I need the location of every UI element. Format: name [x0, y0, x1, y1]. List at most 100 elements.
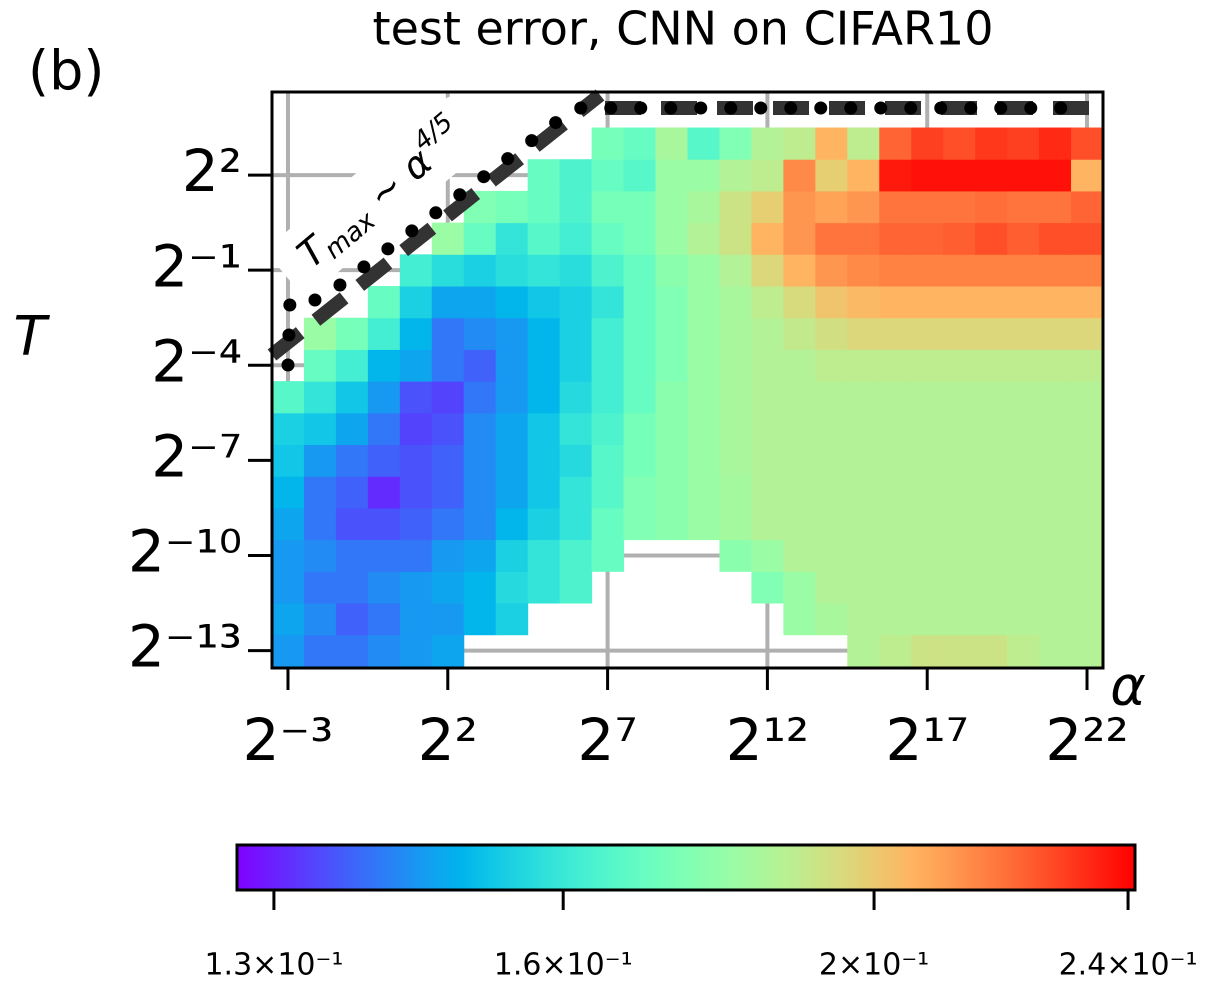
heatmap-cell [495, 317, 529, 350]
heatmap-cell [367, 571, 401, 604]
heatmap-cell [399, 476, 433, 509]
heatmap-cell [1007, 349, 1040, 382]
heatmap-cell [1071, 571, 1104, 604]
heatmap-cell [431, 634, 465, 667]
heatmap-cell [591, 286, 625, 319]
y-tick-label: 2⁻¹ [151, 232, 242, 300]
heatmap-cell [815, 127, 848, 160]
heatmap-cell [783, 476, 816, 509]
heatmap-cell [527, 159, 561, 192]
heatmap-cell [815, 507, 848, 541]
heatmap-cell [687, 317, 720, 350]
heatmap-cell [911, 222, 944, 255]
heatmap-cell [975, 159, 1008, 192]
heatmap-cell [687, 127, 720, 160]
heatmap-cell [687, 159, 720, 192]
heatmap-cell [335, 381, 369, 414]
heatmap-cell [591, 412, 625, 446]
heatmap-cell [367, 317, 401, 350]
heatmap-cell [271, 444, 305, 477]
heatmap-cell [495, 254, 529, 287]
heatmap-cell [655, 476, 688, 509]
heatmap-cell [367, 412, 401, 446]
x-tick-label: 2² [418, 706, 478, 774]
heatmap-cell [815, 539, 848, 572]
heatmap-cell [1039, 539, 1072, 572]
heatmap-cell [751, 349, 784, 382]
heatmap-cell [719, 127, 752, 160]
heatmap-cell [335, 539, 369, 572]
heatmap-cell [495, 571, 529, 604]
heatmap-cell [783, 412, 816, 446]
heatmap-cell [847, 286, 880, 319]
heatmap-cell [495, 222, 529, 255]
heatmap-cell [879, 349, 912, 382]
heatmap-cell [495, 444, 529, 477]
heatmap-cell [1071, 539, 1104, 572]
heatmap-cell [1071, 190, 1104, 224]
heatmap-cell [623, 317, 657, 350]
heatmap-cell [495, 476, 529, 509]
heatmap-cell [623, 349, 657, 382]
heatmap-cell [879, 317, 912, 350]
heatmap-cell [975, 127, 1008, 160]
heatmap-cell [655, 127, 688, 160]
heatmap-cell [911, 381, 944, 414]
heatmap-cell [1039, 634, 1072, 667]
heatmap-cell [463, 254, 497, 287]
heatmap-cell [271, 539, 305, 572]
heatmap-cell [463, 603, 497, 636]
heatmap-cell [943, 254, 976, 287]
heatmap-cell [815, 476, 848, 509]
heatmap-cell [751, 317, 784, 350]
colorbar-tick-label: 1.3×10⁻¹ [204, 948, 343, 983]
heatmap-cell [879, 254, 912, 287]
heatmap-cell [559, 222, 593, 255]
heatmap-cell [591, 159, 625, 192]
heatmap-cell [431, 381, 465, 414]
heatmap-cell [943, 539, 976, 572]
y-tick-label: 2⁻⁴ [151, 327, 242, 395]
heatmap-cell [783, 222, 816, 255]
plot-frame [270, 90, 1105, 670]
heatmap-cell [943, 634, 976, 667]
heatmap-cell [687, 254, 720, 287]
heatmap-cell [847, 381, 880, 414]
heatmap-cell [975, 254, 1008, 287]
heatmap-cell [783, 539, 816, 572]
heatmap-cell [783, 603, 816, 636]
heatmap-cell [655, 444, 688, 477]
heatmap-cell [1007, 190, 1040, 224]
heatmap-cell [431, 254, 465, 287]
heatmap-cell [303, 507, 337, 541]
y-axis-label: T [14, 305, 51, 368]
heatmap-cell [815, 571, 848, 604]
heatmap-cell [431, 603, 465, 636]
heatmap-cell [655, 349, 688, 382]
heatmap-cell [495, 190, 529, 224]
heatmap-cell [527, 571, 561, 604]
heatmap-cell [943, 507, 976, 541]
heatmap-cell [463, 571, 497, 604]
heatmap-cell [399, 603, 433, 636]
heatmap-cell [1007, 381, 1040, 414]
heatmap-cell [815, 286, 848, 319]
heatmap-cell [911, 190, 944, 224]
heatmap-cell [975, 539, 1008, 572]
heatmap-cell [783, 317, 816, 350]
heatmap-cell [783, 286, 816, 319]
heatmap-cell [1039, 286, 1072, 319]
heatmap-cell [1007, 507, 1040, 541]
heatmap-cell [943, 222, 976, 255]
heatmap-cell [335, 571, 369, 604]
heatmap-cell [911, 507, 944, 541]
heatmap-cell [399, 317, 433, 350]
heatmap-cell [751, 222, 784, 255]
heatmap-cell [879, 539, 912, 572]
heatmap-cell [751, 254, 784, 287]
heatmap-cell [719, 349, 752, 382]
heatmap-cell [943, 412, 976, 446]
heatmap-cell [367, 444, 401, 477]
heatmap-cell [655, 159, 688, 192]
heatmap-cell [943, 317, 976, 350]
